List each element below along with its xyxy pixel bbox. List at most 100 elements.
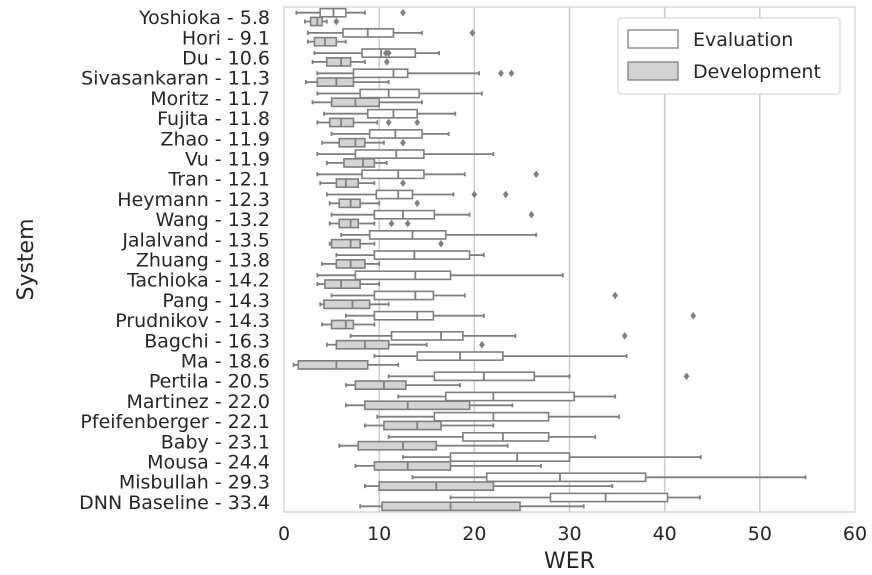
evaluation-box-group	[313, 48, 441, 58]
y-tick-label: Baby - 23.1	[161, 431, 270, 453]
legend-label-evaluation: Evaluation	[693, 29, 793, 51]
evaluation-outlier-point	[528, 210, 535, 219]
evaluation-box	[359, 88, 420, 99]
evaluation-box	[433, 411, 550, 422]
evaluation-outlier-point	[508, 69, 515, 78]
evaluation-outlier-point	[385, 49, 392, 57]
development-box-group	[292, 359, 400, 370]
development-box-group	[359, 501, 585, 512]
development-box-group	[321, 258, 381, 269]
legend-swatch-development	[627, 61, 679, 81]
development-box	[338, 198, 361, 209]
development-box	[323, 299, 371, 310]
x-tick-label: 20	[462, 523, 486, 545]
y-tick-label: Prudnikov - 14.3	[115, 310, 270, 332]
development-box	[330, 238, 361, 249]
development-box	[373, 460, 452, 471]
evaluation-box	[354, 270, 452, 281]
development-box-group	[306, 36, 347, 47]
evaluation-box-group	[349, 330, 628, 341]
development-outlier-point	[388, 219, 395, 228]
evaluation-box-group	[397, 391, 617, 402]
legend-swatch-evaluation	[627, 29, 679, 49]
evaluation-box	[366, 108, 419, 119]
y-tick-label: Tachioka - 14.2	[126, 270, 270, 292]
evaluation-box-group	[316, 149, 495, 159]
development-outlier-point	[479, 340, 485, 349]
x-tick-label: 50	[748, 523, 772, 545]
evaluation-box-group	[295, 7, 406, 18]
development-box-group	[316, 279, 381, 289]
development-box	[330, 319, 355, 330]
development-box	[343, 158, 376, 168]
development-box-group	[328, 218, 411, 229]
y-axis-title: System	[14, 218, 39, 300]
evaluation-box-group	[316, 88, 483, 99]
development-outlier-point	[400, 179, 406, 187]
development-box	[383, 420, 442, 431]
y-tick-label: DNN Baseline - 33.4	[79, 492, 270, 514]
evaluation-box-group	[330, 290, 619, 301]
x-axis-title: WER	[544, 549, 595, 574]
development-box-group	[304, 16, 340, 27]
development-box	[326, 56, 352, 67]
evaluation-box-group	[411, 472, 807, 483]
development-box-group	[363, 481, 614, 491]
evaluation-box	[390, 330, 464, 341]
evaluation-box-group	[316, 68, 515, 79]
y-tick-label: Pfeifenberger - 22.1	[80, 411, 270, 433]
y-tick-label: Wang - 13.2	[155, 209, 270, 231]
development-box-group	[321, 319, 376, 330]
y-tick-label: Pang - 14.3	[162, 290, 270, 312]
evaluation-box	[485, 472, 647, 483]
evaluation-outlier-point	[382, 49, 389, 57]
evaluation-box-group	[316, 270, 564, 281]
development-outlier-point	[438, 239, 444, 248]
evaluation-outlier-point	[621, 332, 628, 340]
plot-frame	[283, 6, 856, 513]
y-tick-label: Zhuang - 13.8	[136, 250, 270, 272]
development-box	[338, 218, 360, 229]
y-tick-label: Hori - 9.1	[182, 27, 270, 49]
development-box	[335, 178, 360, 188]
plot-area	[292, 7, 807, 512]
y-tick-label: Martinez - 22.0	[126, 391, 270, 413]
evaluation-box-group	[376, 411, 620, 422]
y-tick-label: Tran - 12.1	[167, 169, 270, 191]
development-box	[324, 279, 361, 289]
evaluation-box	[373, 310, 435, 321]
evaluation-box	[373, 209, 436, 220]
development-box-group	[363, 420, 495, 431]
x-tick-label: 40	[653, 523, 677, 545]
evaluation-box-group	[344, 310, 697, 321]
evaluation-box-group	[340, 230, 538, 240]
evaluation-box-group	[316, 169, 540, 180]
development-box-group	[338, 440, 509, 451]
y-tick-label: Du - 10.6	[182, 48, 270, 70]
evaluation-box	[354, 149, 425, 159]
evaluation-box	[361, 169, 425, 180]
evaluation-box	[444, 391, 576, 402]
development-box-group	[319, 178, 406, 188]
x-tick-label: 0	[278, 523, 290, 545]
development-box-group	[328, 238, 444, 249]
development-box-group	[325, 158, 388, 168]
y-tick-label: Misbullah - 29.3	[119, 472, 270, 494]
evaluation-outlier-point	[471, 190, 478, 199]
evaluation-outlier-point	[502, 190, 509, 199]
evaluation-box-group	[325, 189, 509, 200]
evaluation-box	[373, 290, 435, 301]
y-tick-label: Heymann - 12.3	[117, 189, 270, 211]
evaluation-box	[368, 230, 447, 240]
evaluation-outlier-point	[683, 372, 690, 381]
development-box	[335, 339, 390, 350]
evaluation-outlier-point	[498, 69, 504, 78]
evaluation-box-group	[387, 431, 597, 442]
evaluation-outlier-point	[469, 29, 476, 37]
evaluation-box-group	[373, 351, 628, 361]
evaluation-box	[352, 68, 409, 79]
development-box	[297, 359, 369, 370]
development-box-group	[325, 339, 485, 350]
